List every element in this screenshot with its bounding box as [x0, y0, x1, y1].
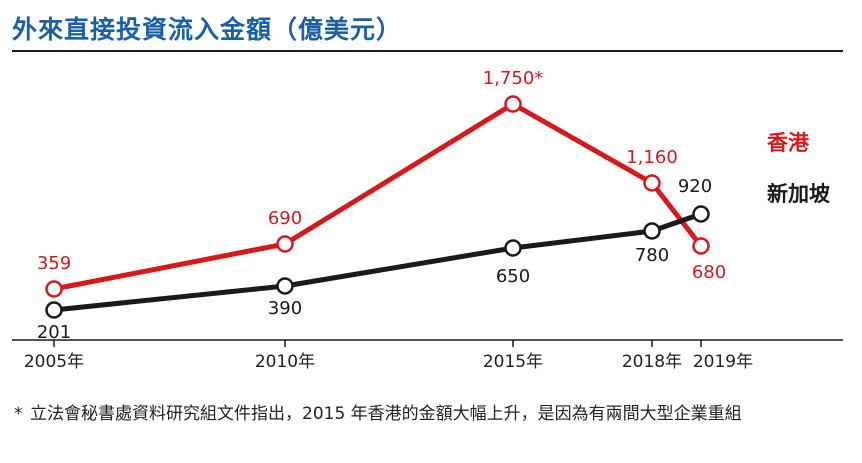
footnote: * 立法會秘書處資料研究組文件指出，2015 年香港的金額大幅上升，是因為有兩間大… — [14, 401, 849, 427]
singapore-point — [692, 205, 710, 223]
data-label: 780 — [635, 245, 669, 266]
x-tick-label: 2018年 — [622, 352, 682, 372]
data-label: 650 — [496, 266, 530, 287]
title-divider — [12, 50, 843, 52]
x-tick-label: 2005年 — [24, 352, 84, 372]
data-label: 390 — [268, 298, 302, 319]
x-tick-label: 2019年 — [693, 352, 753, 372]
hong-kong-point — [692, 237, 710, 255]
singapore-point — [45, 301, 63, 319]
x-tick-label: 2010年 — [255, 352, 315, 372]
legend-label: 新加坡 — [767, 182, 830, 206]
data-label: 690 — [268, 208, 302, 229]
legend-label: 香港 — [767, 131, 810, 155]
data-label: 201 — [37, 322, 71, 343]
data-label: 359 — [37, 253, 71, 274]
hong-kong-point — [45, 280, 63, 298]
singapore-point — [276, 277, 294, 295]
footnote-marker: * — [14, 404, 23, 424]
hong-kong-point — [643, 174, 661, 192]
data-label: 1,160 — [626, 147, 678, 168]
x-tick-label: 2015年 — [483, 352, 543, 372]
data-label: 1,750* — [483, 68, 544, 89]
data-label: 680 — [692, 262, 726, 283]
hong-kong-series-line — [53, 101, 703, 292]
singapore-series-line — [53, 211, 702, 313]
singapore-point — [504, 239, 522, 257]
line-chart: 2005年 2010年 2015年 2018年 2019年 359 690 1,750* 1,1… — [12, 68, 843, 372]
hong-kong-point — [504, 95, 522, 113]
data-label: 920 — [678, 176, 712, 197]
hong-kong-point — [276, 235, 294, 253]
singapore-point — [643, 222, 661, 240]
footnote-text: 立法會秘書處資料研究組文件指出，2015 年香港的金額大幅上升，是因為有兩間大型… — [30, 404, 742, 424]
chart-title: 外來直接投資流入金額（億美元） — [12, 15, 403, 44]
